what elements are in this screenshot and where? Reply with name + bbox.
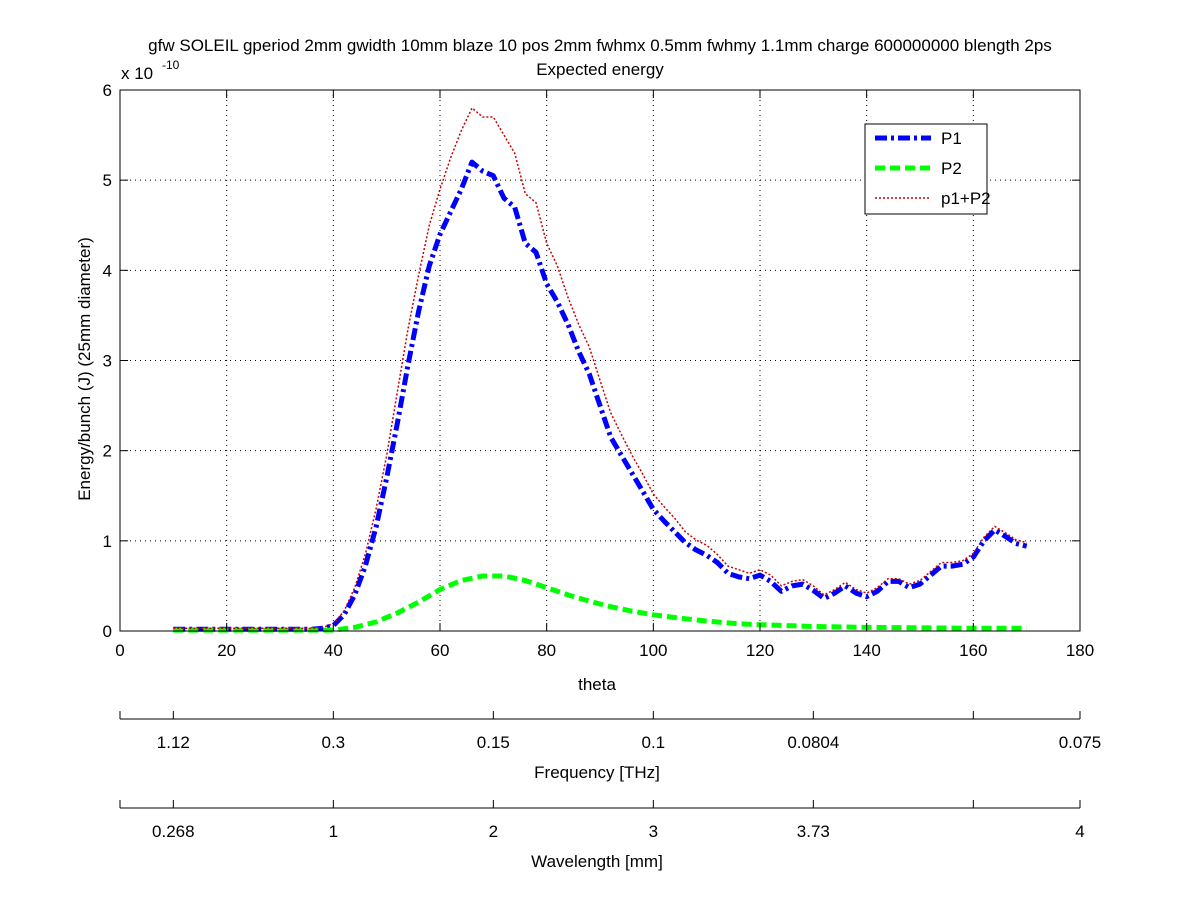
legend-label-p2: P2 [941, 159, 962, 178]
x-tick-label: 160 [959, 641, 987, 660]
x-tick-label: 140 [852, 641, 880, 660]
x-axis-label: theta [578, 675, 616, 694]
y-tick-label: 3 [103, 352, 112, 371]
x-tick-label: 80 [537, 641, 556, 660]
x-tick-label: 40 [324, 641, 343, 660]
y-axis-label: Energy/bunch (J) (25mm diameter) [75, 237, 94, 501]
legend-label-p1: P1 [941, 129, 962, 148]
wavelength-mm-tick-label: 3 [649, 822, 658, 841]
x-tick-label: 120 [746, 641, 774, 660]
frequency-thz-tick-label: 0.0804 [787, 733, 839, 752]
y-tick-label: 0 [103, 622, 112, 641]
x-tick-label: 100 [639, 641, 667, 660]
y-tick-label: 4 [103, 261, 112, 280]
y-tick-label: 1 [103, 532, 112, 551]
y-axis-ticks: 0 1 2 3 4 5 6 [103, 81, 1080, 641]
frequency-thz-tick-label: 0.15 [477, 733, 510, 752]
frequency-thz-tick-label: 0.1 [642, 733, 666, 752]
chart-subtitle: Expected energy [536, 60, 664, 79]
series-line-p1 [173, 159, 1028, 632]
secondary-axes: 1.12 0.3 0.15 0.1 0.0804 0.075 Frequency [THz]… [119, 711, 1102, 871]
wavelength-mm-tick-label: 4 [1075, 822, 1084, 841]
y-tick-label: 2 [103, 442, 112, 461]
frequency-thz-tick-label: 1.12 [157, 733, 190, 752]
wavelength-mm-tick-label: 2 [489, 822, 498, 841]
x-tick-label: 60 [431, 641, 450, 660]
y-scale-multiplier: x 10 -10 [121, 58, 180, 83]
y-tick-label: 6 [103, 81, 112, 100]
wavelength-mm-tick-label: 1 [329, 822, 338, 841]
frequency-thz-tick-label: 0.075 [1059, 733, 1102, 752]
legend: P1 P2 p1+P2 [864, 123, 991, 215]
x-tick-label: 180 [1066, 641, 1094, 660]
y-scale-base: x 10 [121, 64, 153, 83]
x-tick-label: 0 [115, 641, 124, 660]
chart-title: gfw SOLEIL gperiod 2mm gwidth 10mm blaze… [148, 36, 1052, 55]
data-series [173, 107, 1028, 633]
wavelength-mm-axis-label: Wavelength [mm] [531, 852, 663, 871]
x-axis-ticks: 0 20 40 60 80 100 120 140 160 180 [115, 90, 1094, 660]
x-tick-label: 20 [217, 641, 236, 660]
frequency-thz-axis-label: Frequency [THz] [534, 763, 660, 782]
frequency-thz-tick-label: 0.3 [322, 733, 346, 752]
y-tick-label: 5 [103, 171, 112, 190]
series-line-p2 [173, 573, 1027, 633]
y-scale-exponent: -10 [162, 58, 180, 72]
wavelength-mm-tick-label: 0.268 [152, 822, 195, 841]
wavelength-mm-tick-label: 3.73 [797, 822, 830, 841]
legend-label-p1-p2: p1+P2 [941, 189, 991, 208]
